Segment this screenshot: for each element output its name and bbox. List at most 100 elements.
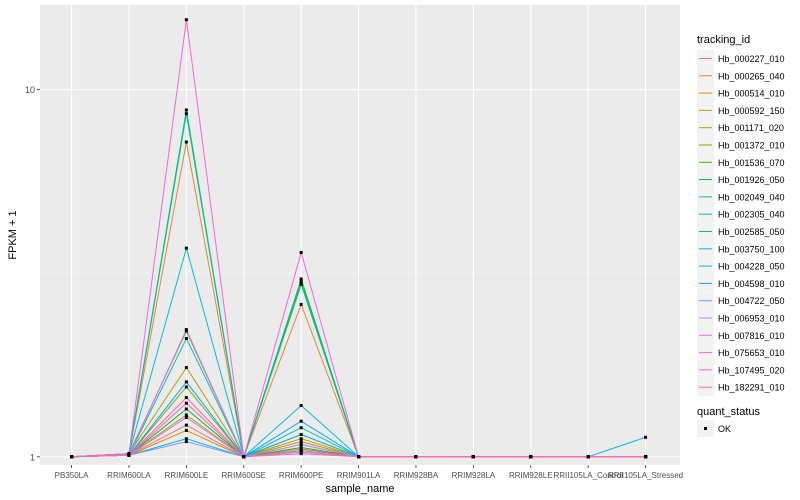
legend-item: Hb_002305_040: [697, 205, 785, 223]
x-axis-ticks: PB350LA RRIM600LA RRIM600LE RRIM600SE RRIM60…: [55, 465, 683, 480]
data-point: [184, 18, 188, 22]
data-point: [299, 440, 303, 444]
data-point: [242, 455, 246, 459]
legend-item: Hb_000514_010: [697, 84, 785, 102]
legend-item: Hb_001171_020: [697, 119, 784, 137]
data-point: [299, 419, 303, 423]
legend-label: Hb_007816_010: [718, 331, 785, 341]
data-point: [184, 415, 188, 419]
legend: tracking_id Hb_000227_010Hb_000265_040Hb…: [697, 34, 785, 437]
y-axis-label: FPKM + 1: [7, 210, 19, 259]
data-point: [299, 449, 303, 453]
data-point: [299, 450, 303, 454]
data-point: [299, 452, 303, 456]
data-point: [299, 447, 303, 451]
x-tick-label: RRII105LA_Control: [553, 471, 623, 480]
legend-label: Hb_002585_050: [718, 227, 785, 237]
legend-label: Hb_075653_010: [718, 348, 785, 358]
legend-item: Hb_182291_010: [697, 378, 785, 396]
data-point: [184, 108, 188, 112]
x-tick-label: PB350LA: [55, 471, 89, 480]
y-tick-label: 10: [25, 85, 35, 95]
y-axis-ticks: 1 10: [25, 85, 40, 462]
data-points: [70, 18, 648, 459]
legend-label: Hb_002305_040: [718, 210, 785, 220]
legend-item: Hb_000265_040: [697, 67, 785, 85]
legend-item: Hb_002049_040: [697, 188, 785, 206]
data-point: [299, 277, 303, 281]
data-point: [644, 455, 648, 459]
legend-label: Hb_000227_010: [718, 54, 785, 64]
data-point: [529, 455, 533, 459]
legend-label: Hb_004722_050: [718, 296, 785, 306]
data-point: [184, 437, 188, 441]
y-tick-label: 1: [30, 452, 35, 462]
x-tick-label: RRIM600LE: [165, 471, 209, 480]
shape-legend-item: OK: [697, 420, 731, 437]
data-point: [471, 455, 475, 459]
legend-label: Hb_107495_020: [718, 365, 785, 375]
data-point: [184, 401, 188, 405]
x-tick-label: RRIM600LA: [107, 471, 151, 480]
shape-legend-label: OK: [718, 424, 731, 434]
data-point: [586, 455, 590, 459]
legend-item: Hb_003750_100: [697, 240, 785, 258]
legend-label: Hb_000514_010: [718, 89, 785, 99]
data-point: [184, 246, 188, 250]
legend-label: Hb_001536_070: [718, 158, 785, 168]
data-point: [184, 407, 188, 411]
legend-label: Hb_001372_010: [718, 141, 785, 151]
data-point: [299, 443, 303, 447]
legend-title: tracking_id: [697, 34, 750, 46]
data-point: [299, 251, 303, 255]
legend-item: Hb_001536_070: [697, 153, 785, 171]
data-point: [184, 380, 188, 384]
data-point: [184, 328, 188, 332]
x-tick-label: RRIM901LA: [337, 471, 381, 480]
x-tick-label: RRIM600PE: [279, 471, 323, 480]
data-point: [184, 112, 188, 116]
data-point: [299, 437, 303, 441]
x-axis-label: sample_name: [325, 483, 394, 495]
x-tick-label: RRIM928LA: [452, 471, 496, 480]
legend-item: Hb_001926_050: [697, 171, 785, 189]
shape-legend-items: OK: [697, 420, 731, 437]
x-tick-label: RRIM928BA: [394, 471, 439, 480]
legend-item: Hb_002585_050: [697, 223, 785, 240]
legend-item: Hb_000227_010: [697, 50, 785, 67]
data-point: [127, 453, 131, 457]
data-point: [299, 446, 303, 450]
legend-item: Hb_006953_010: [697, 309, 785, 327]
data-point: [299, 433, 303, 437]
legend-label: Hb_182291_010: [718, 383, 785, 393]
data-point: [414, 455, 418, 459]
data-point: [184, 440, 188, 444]
legend-item: Hb_107495_020: [697, 361, 785, 379]
x-tick-label: RRIM600SE: [222, 471, 266, 480]
data-point: [127, 452, 131, 456]
legend-item: Hb_001372_010: [697, 136, 785, 154]
x-tick-label: RRIM928LE: [509, 471, 553, 480]
legend-label: Hb_004228_050: [718, 262, 785, 272]
legend-label: Hb_006953_010: [718, 314, 785, 324]
shape-legend-title: quant_status: [697, 406, 760, 418]
legend-item: Hb_004598_010: [697, 274, 785, 292]
legend-item: Hb_007816_010: [697, 326, 785, 344]
legend-items: Hb_000227_010 Hb_000265_040 Hb_000514_010 H…: [697, 50, 785, 396]
data-point: [357, 455, 361, 459]
data-point: [299, 403, 303, 407]
data-point: [299, 282, 303, 286]
data-point: [184, 337, 188, 341]
data-point: [184, 140, 188, 144]
data-point: [299, 280, 303, 284]
legend-label: Hb_001926_050: [718, 175, 785, 185]
data-point: [184, 428, 188, 432]
data-point: [299, 426, 303, 430]
plot-panel: [40, 5, 680, 465]
data-point: [184, 366, 188, 370]
shape-legend-symbol: [704, 427, 707, 430]
legend-label: Hb_000592_150: [718, 106, 785, 116]
legend-label: Hb_000265_040: [718, 71, 785, 81]
legend-label: Hb_003750_100: [718, 244, 785, 254]
